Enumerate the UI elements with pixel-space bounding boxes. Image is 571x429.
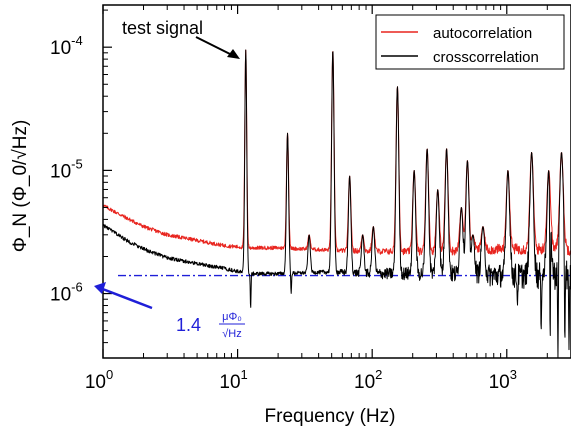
x-axis-label: Frequency (Hz) (265, 406, 396, 427)
y-tick-label: 10-6 (50, 280, 83, 306)
x-tick-label: 102 (354, 367, 382, 393)
series-line-crosscorrelation (102, 49, 571, 359)
y-tick-label: 10-4 (50, 33, 83, 59)
reference-label-numerator: μΦ₀ (222, 311, 242, 323)
test-signal-arrow (195, 36, 240, 59)
legend-label-autocorrelation: autocorrelation (433, 25, 532, 42)
y-axis-label: Φ_N (Φ_0/√Hz) (10, 120, 31, 253)
legend-label-crosscorrelation: crosscorrelation (433, 49, 539, 66)
plot-frame (102, 4, 571, 359)
series-layer (102, 49, 571, 359)
reference-label-denominator: √Hz (222, 328, 241, 340)
y-tick-label: 10-5 (50, 156, 83, 182)
reference-label-value: 1.4 (176, 315, 201, 335)
legend: autocorrelation crosscorrelation (375, 14, 565, 70)
x-tick-label: 101 (219, 367, 247, 393)
reference-label: 1.4 μΦ₀ √Hz (176, 311, 245, 340)
x-tick-label: 103 (489, 367, 517, 393)
legend-box (375, 14, 565, 70)
test-signal-annotation: test signal (122, 18, 203, 38)
reference-arrow (94, 282, 153, 310)
series-line-autocorrelation (102, 49, 571, 256)
x-tick-label: 100 (85, 367, 113, 393)
